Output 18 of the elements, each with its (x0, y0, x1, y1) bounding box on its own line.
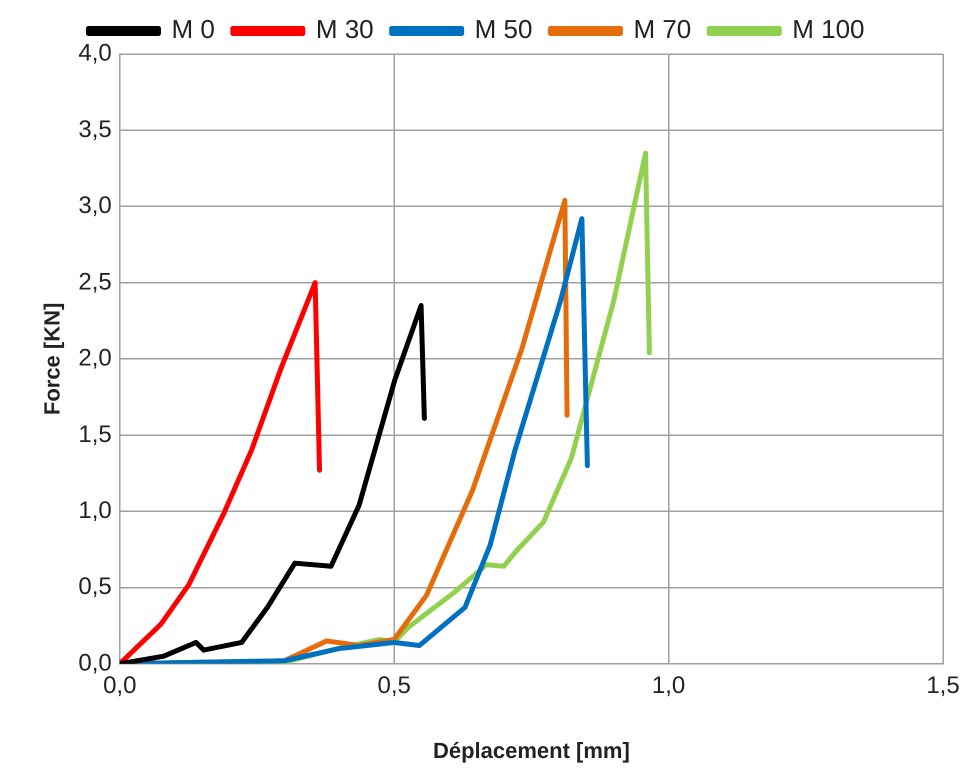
legend-label: M 70 (633, 14, 692, 44)
x-axis-title: Déplacement [mm] (432, 738, 630, 763)
legend-label: M 100 (792, 14, 865, 44)
legend-label: M 30 (316, 14, 374, 44)
y-tick-label: 2,0 (78, 344, 112, 372)
y-tick-label: 2,5 (78, 268, 112, 296)
x-tick-label: 0,5 (377, 672, 411, 699)
y-tick-label: 4,0 (78, 40, 112, 67)
y-tick-label: 1,5 (78, 420, 112, 448)
x-tick-label: 1,5 (926, 672, 960, 699)
y-axis-title: Force [KN] (39, 302, 64, 416)
x-tick-label: 1,0 (652, 672, 686, 699)
y-tick-label: 3,5 (78, 116, 112, 143)
y-tick-label: 1,0 (78, 496, 112, 524)
y-tick-label: 0,5 (78, 573, 112, 600)
legend-label: M 50 (474, 14, 532, 44)
legend-label: M 0 (171, 14, 215, 44)
y-tick-label: 3,0 (78, 192, 112, 220)
